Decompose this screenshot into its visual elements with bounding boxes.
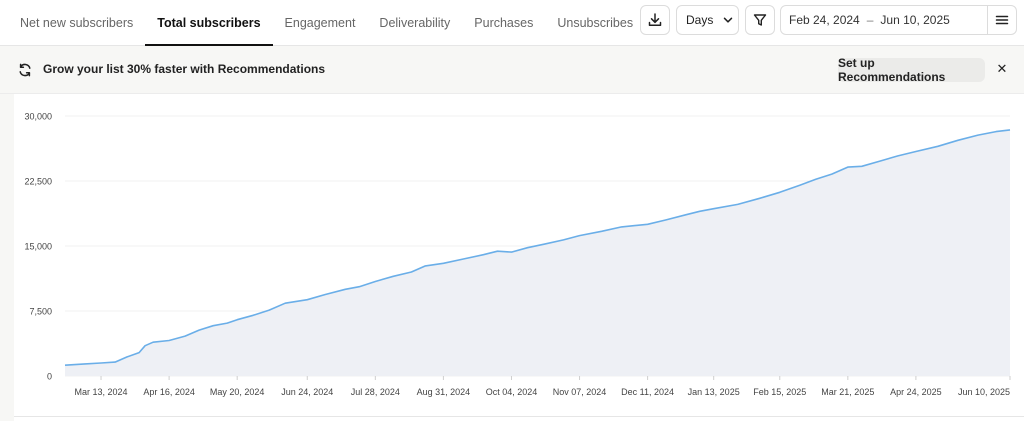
date-separator: – [866,13,874,27]
set-up-recommendations-button[interactable]: Set up Recommendations [838,56,985,84]
y-tick-label: 30,000 [24,112,52,122]
y-tick-label: 22,500 [24,177,52,187]
granularity-value: Days [686,13,714,27]
x-tick-label: Aug 31, 2024 [417,387,471,397]
refresh-icon [19,63,31,77]
menu-icon [995,15,1009,25]
x-tick-label: Apr 16, 2024 [143,387,195,397]
x-tick-label: May 20, 2024 [210,387,265,397]
left-gutter [0,94,14,421]
top-bar: Net new subscribers Total subscribers En… [0,0,1024,46]
x-tick-label: Mar 21, 2025 [821,387,874,397]
tab-purchases[interactable]: Purchases [474,16,534,30]
filter-button[interactable] [745,5,775,35]
y-tick-label: 0 [47,372,52,382]
tab-deliverability[interactable]: Deliverability [379,16,451,30]
tab-net-new-subscribers[interactable]: Net new subscribers [20,16,134,30]
date-range-picker[interactable]: Feb 24, 2024 – Jun 10, 2025 [780,5,988,35]
x-tick-label: Apr 24, 2025 [890,387,942,397]
x-tick-label: Nov 07, 2024 [553,387,607,397]
x-tick-label: Oct 04, 2024 [486,387,538,397]
filter-icon [753,14,767,26]
x-tick-label: Jul 28, 2024 [351,387,400,397]
chart-bottom-divider [14,416,1024,417]
y-tick-label: 15,000 [24,242,52,252]
close-icon[interactable]: ✕ [996,61,1008,76]
banner-message: Grow your list 30% faster with Recommend… [43,62,326,76]
x-tick-label: Jun 10, 2025 [958,387,1010,397]
granularity-select[interactable]: Days [676,5,739,35]
download-button[interactable] [640,5,670,35]
x-tick-label: Jan 13, 2025 [688,387,740,397]
x-tick-label: Dec 11, 2024 [621,387,674,397]
menu-button[interactable] [987,5,1017,35]
date-end: Jun 10, 2025 [880,13,950,27]
x-tick-label: Mar 13, 2024 [75,387,128,397]
date-start: Feb 24, 2024 [789,13,860,27]
chevron-down-icon [724,17,733,23]
tab-total-subscribers[interactable]: Total subscribers [145,0,273,46]
x-tick-label: Jun 24, 2024 [281,387,333,397]
total-subscribers-chart: 30,000 22,500 15,000 7,500 0 Mar 13, 2024 Apr … [24,112,1011,397]
series-line [64,129,1011,366]
tab-engagement[interactable]: Engagement [284,16,356,30]
download-icon [648,13,662,26]
tab-unsubscribes[interactable]: Unsubscribes [557,16,634,30]
x-tick-label: Feb 15, 2025 [753,387,806,397]
tab-list: Net new subscribers Total subscribers En… [8,0,645,46]
series-area [65,129,1010,376]
y-tick-label: 7,500 [29,307,52,317]
chart-area: 30,000 22,500 15,000 7,500 0 Mar 13, 2024 Apr … [0,94,1024,421]
